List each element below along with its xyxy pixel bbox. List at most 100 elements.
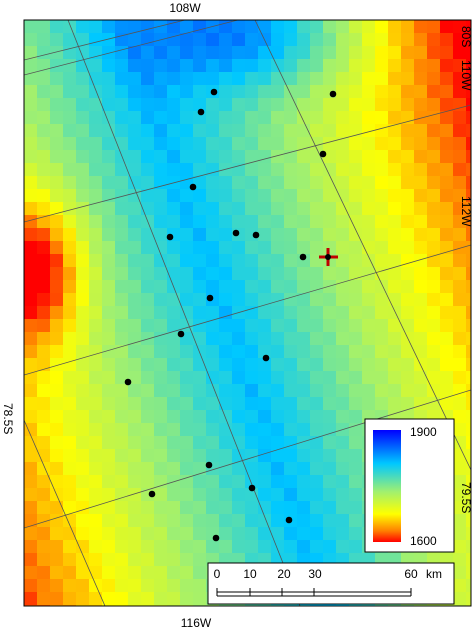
raster-cell: [388, 85, 401, 98]
raster-cell: [336, 371, 349, 384]
raster-cell: [297, 72, 310, 85]
raster-cell: [89, 280, 102, 293]
raster-cell: [323, 397, 336, 410]
raster-cell: [284, 527, 297, 540]
raster-cell: [349, 254, 362, 267]
raster-cell: [219, 228, 232, 241]
raster-cell: [128, 423, 141, 436]
raster-cell: [349, 605, 362, 606]
raster-cell: [284, 202, 297, 215]
raster-cell: [115, 488, 128, 501]
raster-cell: [323, 150, 336, 163]
raster-cell: [167, 462, 180, 475]
raster-cell: [362, 397, 375, 410]
raster-cell: [284, 137, 297, 150]
raster-cell: [466, 397, 471, 410]
raster-cell: [453, 59, 466, 72]
raster-cell: [154, 592, 167, 605]
raster-cell: [76, 527, 89, 540]
raster-cell: [427, 384, 440, 397]
raster-cell: [206, 306, 219, 319]
raster-cell: [453, 306, 466, 319]
raster-cell: [180, 33, 193, 46]
raster-cell: [414, 150, 427, 163]
raster-cell: [102, 475, 115, 488]
raster-cell: [219, 202, 232, 215]
raster-cell: [427, 85, 440, 98]
raster-cell: [63, 566, 76, 579]
raster-cell: [284, 358, 297, 371]
raster-cell: [388, 384, 401, 397]
raster-cell: [323, 228, 336, 241]
raster-cell: [102, 449, 115, 462]
raster-cell: [37, 254, 50, 267]
raster-cell: [440, 280, 453, 293]
raster-cell: [362, 85, 375, 98]
raster-cell: [232, 124, 245, 137]
raster-cell: [232, 475, 245, 488]
raster-cell: [323, 462, 336, 475]
raster-cell: [466, 462, 471, 475]
raster-cell: [128, 72, 141, 85]
raster-cell: [154, 345, 167, 358]
raster-cell: [50, 566, 63, 579]
raster-cell: [193, 202, 206, 215]
raster-cell: [232, 150, 245, 163]
raster-cell: [180, 111, 193, 124]
raster-cell: [102, 514, 115, 527]
raster-cell: [89, 98, 102, 111]
raster-cell: [115, 358, 128, 371]
raster-cell: [284, 410, 297, 423]
raster-cell: [284, 332, 297, 345]
raster-cell: [232, 410, 245, 423]
raster-cell: [310, 215, 323, 228]
raster-cell: [206, 202, 219, 215]
raster-cell: [284, 371, 297, 384]
raster-cell: [89, 436, 102, 449]
raster-cell: [336, 527, 349, 540]
raster-cell: [427, 215, 440, 228]
raster-cell: [440, 397, 453, 410]
raster-cell: [24, 189, 37, 202]
raster-cell: [180, 215, 193, 228]
raster-cell: [271, 267, 284, 280]
raster-cell: [63, 345, 76, 358]
raster-cell: [50, 371, 63, 384]
raster-cell: [323, 72, 336, 85]
raster-cell: [128, 462, 141, 475]
raster-cell: [362, 20, 375, 33]
raster-cell: [50, 605, 63, 606]
raster-cell: [24, 137, 37, 150]
raster-cell: [453, 475, 466, 488]
raster-cell: [258, 332, 271, 345]
raster-cell: [63, 98, 76, 111]
raster-cell: [63, 85, 76, 98]
raster-cell: [401, 20, 414, 33]
raster-cell: [323, 358, 336, 371]
raster-cell: [414, 241, 427, 254]
raster-cell: [362, 124, 375, 137]
raster-cell: [297, 46, 310, 59]
raster-cell: [245, 59, 258, 72]
raster-cell: [297, 384, 310, 397]
raster-cell: [180, 566, 193, 579]
raster-cell: [271, 176, 284, 189]
raster-cell: [89, 605, 102, 606]
raster-cell: [310, 111, 323, 124]
raster-cell: [245, 475, 258, 488]
raster-cell: [232, 332, 245, 345]
raster-cell: [297, 215, 310, 228]
raster-cell: [128, 163, 141, 176]
raster-cell: [284, 254, 297, 267]
raster-cell: [336, 98, 349, 111]
raster-cell: [115, 579, 128, 592]
raster-cell: [193, 397, 206, 410]
raster-cell: [167, 72, 180, 85]
raster-cell: [440, 202, 453, 215]
site-marker: [319, 248, 338, 266]
raster-cell: [323, 371, 336, 384]
raster-cell: [115, 449, 128, 462]
raster-cell: [167, 397, 180, 410]
raster-cell: [206, 449, 219, 462]
raster-cell: [440, 124, 453, 137]
